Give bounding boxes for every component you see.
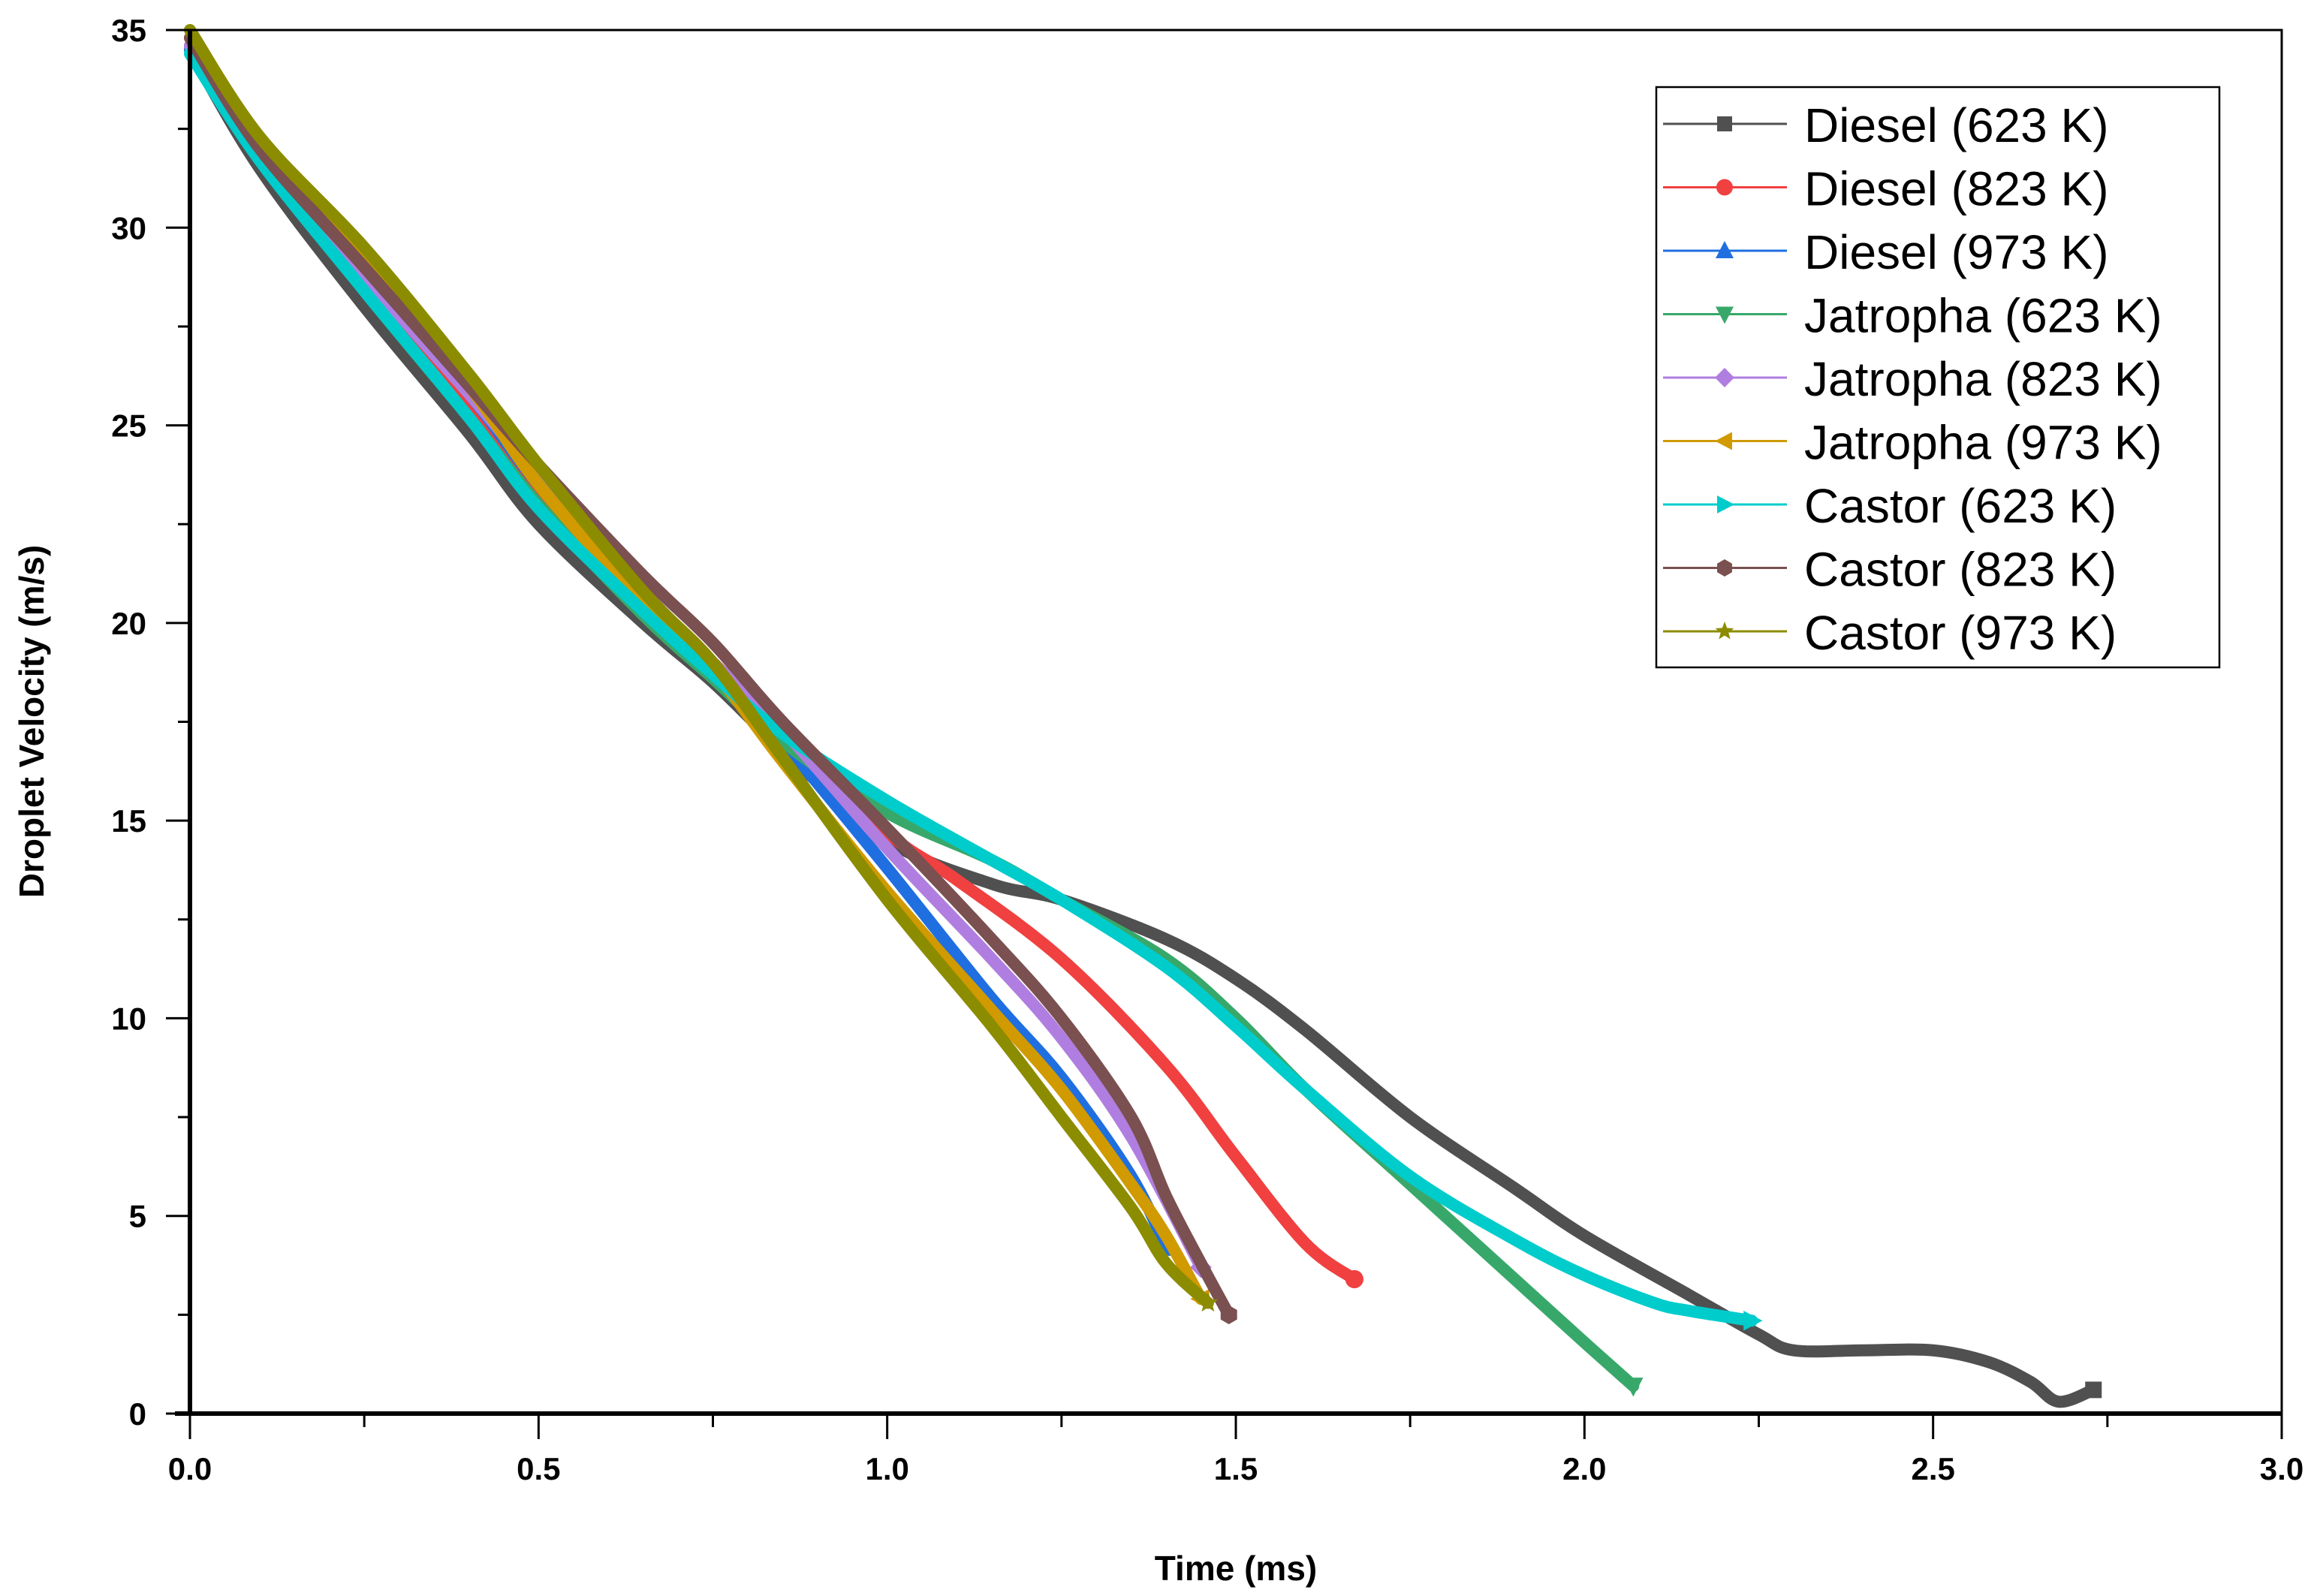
legend-item: Diesel (623 K) xyxy=(1663,98,2109,152)
legend-item: Castor (973 K) xyxy=(1663,606,2117,660)
legend-item: Castor (623 K) xyxy=(1663,479,2117,533)
series-castor-973-k xyxy=(184,24,1219,1312)
y-tick-label: 15 xyxy=(111,803,146,839)
y-tick-label: 20 xyxy=(111,606,146,641)
legend-marker-triangle-left xyxy=(1715,432,1732,450)
legend-label: Jatropha (623 K) xyxy=(1804,289,2162,343)
series-end-marker xyxy=(1623,1378,1644,1397)
series-end-marker xyxy=(1220,1305,1237,1325)
x-tick-label: 1.0 xyxy=(865,1451,908,1486)
series-line xyxy=(184,24,1214,1309)
legend-marker-triangle-down xyxy=(1716,306,1734,324)
series-castor-823-k xyxy=(184,32,1237,1325)
x-axis-title: Time (ms) xyxy=(1155,1549,1317,1588)
legend-item: Diesel (823 K) xyxy=(1663,162,2109,216)
series-line xyxy=(184,47,1758,1327)
legend-label: Diesel (823 K) xyxy=(1804,162,2109,216)
legend-item: Jatropha (973 K) xyxy=(1663,416,2162,470)
legend-label: Jatropha (823 K) xyxy=(1804,352,2162,406)
legend-marker-diamond xyxy=(1715,368,1734,387)
legend-marker-star xyxy=(1715,622,1734,640)
legend-item: Jatropha (623 K) xyxy=(1663,289,2162,343)
legend-label: Castor (973 K) xyxy=(1804,606,2117,660)
legend-marker-circle xyxy=(1716,179,1733,196)
x-tick-label: 2.5 xyxy=(1911,1451,1954,1486)
x-tick-label: 2.0 xyxy=(1562,1451,1606,1486)
series-end-marker xyxy=(2085,1381,2102,1399)
legend-item: Diesel (973 K) xyxy=(1663,225,2109,279)
y-axis-title: Droplet Velocity (m/s) xyxy=(12,545,51,898)
legend-label: Castor (623 K) xyxy=(1804,479,2117,533)
series-castor-623-k xyxy=(184,47,1763,1331)
y-tick-label: 10 xyxy=(111,1001,146,1036)
series-jatropha-623-k xyxy=(184,40,1644,1397)
legend-label: Jatropha (973 K) xyxy=(1804,416,2162,470)
y-tick-label: 35 xyxy=(111,13,146,48)
axes: 0.0 0.5 1.0 1.5 2.0 2.5 3.0 0 5 10 15 20 25 30 35 xyxy=(111,13,2303,1486)
legend-marker-triangle-right xyxy=(1717,495,1734,513)
legend-item: Jatropha (823 K) xyxy=(1663,352,2162,406)
series-diesel-623-k xyxy=(184,44,2102,1408)
series-line xyxy=(184,44,2100,1408)
series-diesel-823-k xyxy=(184,40,1363,1289)
legend-marker-square xyxy=(1717,116,1732,131)
legend-label: Diesel (623 K) xyxy=(1804,98,2109,152)
series-end-marker xyxy=(1743,1311,1763,1331)
legend-label: Diesel (973 K) xyxy=(1804,225,2109,279)
series-line xyxy=(184,40,1360,1285)
x-tick-label: 0.5 xyxy=(517,1451,560,1486)
x-tick-label: 0.0 xyxy=(168,1451,212,1486)
y-tick-label: 30 xyxy=(111,210,146,245)
series-end-marker xyxy=(1345,1269,1363,1289)
x-tick-label: 3.0 xyxy=(2260,1451,2303,1486)
series-layer xyxy=(184,24,2102,1408)
x-tick-label: 1.5 xyxy=(1214,1451,1258,1486)
legend-marker-triangle-up xyxy=(1716,241,1734,258)
y-tick-label: 5 xyxy=(129,1199,146,1234)
legend-marker-hexagon xyxy=(1717,559,1732,577)
y-tick-label: 0 xyxy=(129,1396,146,1432)
y-tick-label: 25 xyxy=(111,408,146,444)
series-end-marker xyxy=(1198,1292,1219,1312)
series-line xyxy=(184,32,1235,1321)
legend: Diesel (623 K) Diesel (823 K) Diesel (973 … xyxy=(1655,86,2221,669)
legend-item: Castor (823 K) xyxy=(1663,543,2117,597)
legend-label: Castor (823 K) xyxy=(1804,543,2117,597)
